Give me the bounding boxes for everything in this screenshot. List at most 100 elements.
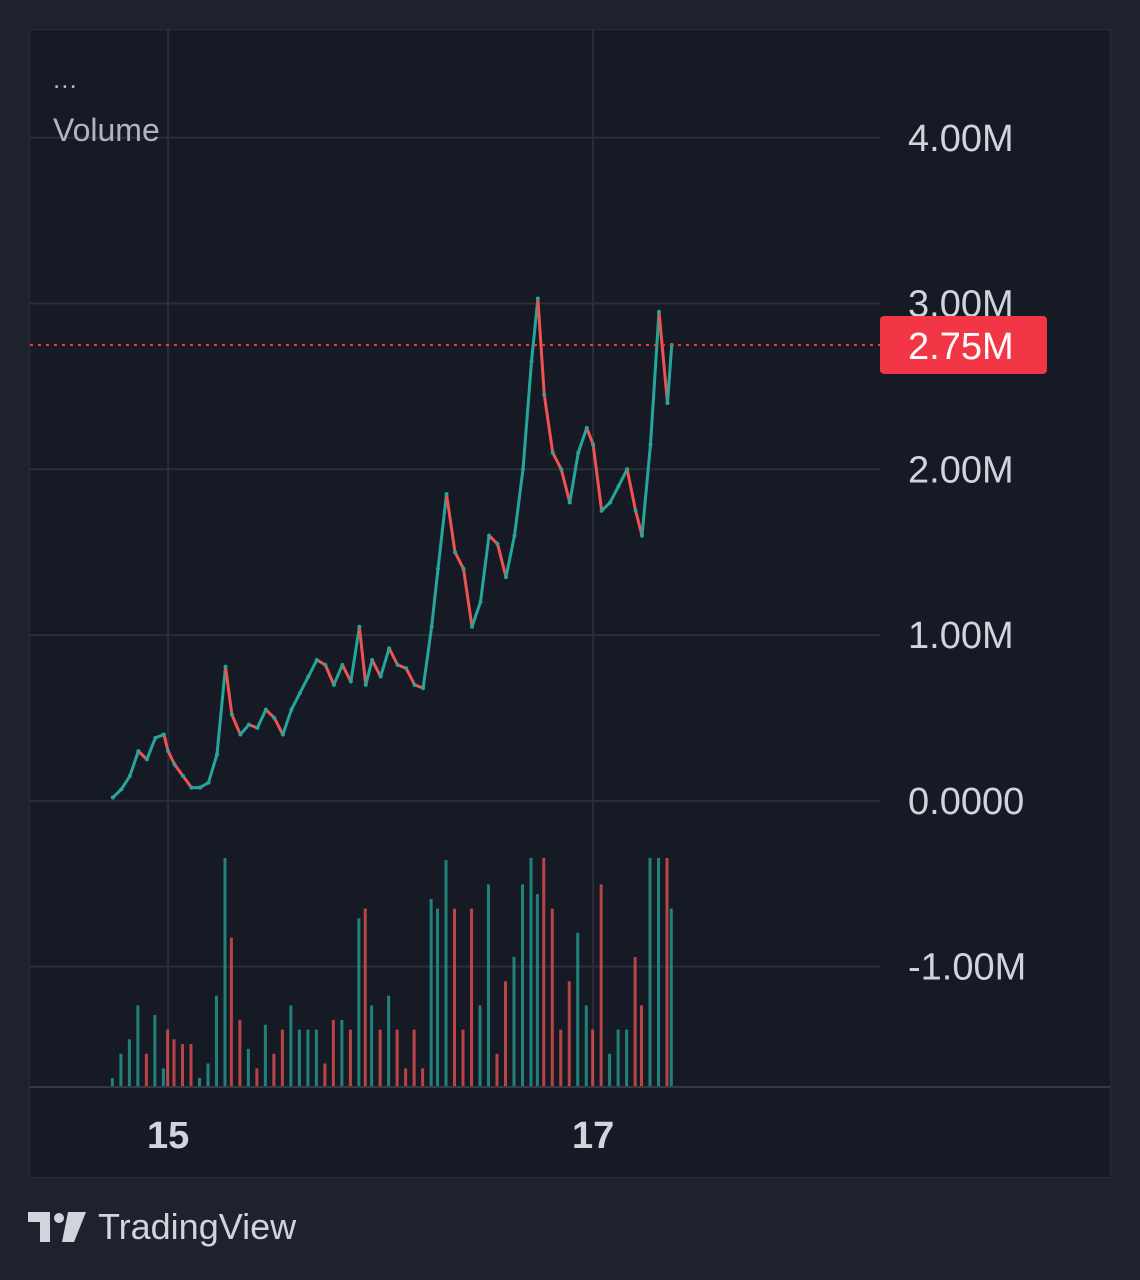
- data-point: [504, 575, 508, 580]
- series-segment: [496, 542, 508, 579]
- data-point: [272, 715, 277, 720]
- series-segment: [181, 774, 193, 790]
- series-segment: [591, 442, 604, 513]
- volume-bar: [665, 858, 669, 1086]
- data-point: [166, 749, 171, 754]
- volume-bar: [429, 898, 433, 1086]
- volume-bar: [504, 981, 507, 1086]
- series-segment: [521, 360, 533, 471]
- data-point: [289, 707, 294, 712]
- volume-bar: [669, 908, 673, 1086]
- series-segment: [145, 736, 157, 761]
- volume-bar: [453, 908, 456, 1086]
- volume-bar: [229, 937, 233, 1086]
- last-value-label: 2.75M: [908, 326, 1014, 368]
- volume-bar: [559, 1029, 563, 1086]
- series-segment: [649, 310, 661, 446]
- volume-bar: [470, 908, 473, 1086]
- volume-bar: [567, 981, 571, 1086]
- series-segment: [289, 691, 302, 712]
- volume-bar: [144, 1053, 148, 1086]
- data-point: [625, 467, 630, 472]
- data-point: [599, 508, 604, 513]
- series-segment: [536, 297, 546, 397]
- data-point: [181, 773, 185, 778]
- volume-bar: [436, 908, 439, 1086]
- volume-bar: [331, 1019, 335, 1086]
- data-point: [306, 674, 311, 679]
- series-segment: [625, 467, 638, 513]
- series-segment: [421, 625, 434, 690]
- brand-logo[interactable]: TradingView: [28, 1206, 296, 1248]
- data-point: [331, 682, 336, 687]
- volume-bar: [263, 1024, 267, 1086]
- volume-bar: [215, 995, 218, 1086]
- series-segment: [370, 658, 383, 679]
- pane-title: Volume: [53, 112, 160, 148]
- volume-bar: [297, 1029, 301, 1086]
- data-point: [487, 533, 491, 538]
- data-point: [314, 657, 319, 662]
- series-segment: [230, 713, 242, 737]
- volume-bar: [657, 858, 660, 1086]
- volume-bar: [584, 1005, 588, 1086]
- data-point: [608, 500, 613, 505]
- data-point: [591, 442, 596, 447]
- data-point: [412, 682, 417, 687]
- volume-bar: [340, 1019, 344, 1086]
- series-segment: [128, 749, 140, 778]
- volume-bar: [280, 1029, 284, 1086]
- volume-bar: [348, 1029, 352, 1086]
- volume-bar: [161, 1068, 165, 1086]
- series-segment: [255, 708, 268, 730]
- data-point: [246, 722, 251, 727]
- volume-bar: [223, 858, 227, 1086]
- data-point: [521, 467, 525, 472]
- y-tick-label: -1.00M: [908, 947, 1026, 989]
- series-segment: [585, 426, 595, 446]
- data-point: [387, 646, 392, 651]
- y-tick-label: 1.00M: [908, 615, 1014, 657]
- volume-bar: [395, 1029, 399, 1086]
- data-point: [238, 732, 243, 737]
- series-segment: [551, 451, 563, 471]
- volume-bar: [314, 1029, 318, 1086]
- volume-bar: [478, 1005, 482, 1086]
- data-point: [512, 533, 517, 538]
- y-tick-label: 2.00M: [908, 449, 1014, 491]
- data-point: [576, 450, 581, 455]
- volume-bar: [648, 858, 652, 1086]
- volume-bar: [608, 1053, 612, 1086]
- volume-bar: [370, 1005, 374, 1086]
- y-tick-label: 4.00M: [908, 118, 1014, 160]
- volume-bar: [542, 858, 546, 1086]
- more-dots-icon[interactable]: ...: [53, 64, 78, 94]
- data-point: [584, 425, 589, 430]
- volume-bar: [535, 894, 539, 1086]
- data-point: [559, 467, 564, 472]
- series-segment: [470, 600, 482, 629]
- series-segment: [666, 343, 674, 405]
- volume-bar: [153, 1015, 157, 1086]
- series-segment: [281, 708, 293, 737]
- series-segment: [306, 658, 319, 679]
- series-segment: [340, 663, 353, 684]
- volume-bar: [166, 1029, 170, 1086]
- volume-bar: [421, 1068, 425, 1086]
- data-point: [189, 785, 194, 790]
- volume-bar: [529, 858, 533, 1086]
- data-point: [357, 624, 362, 629]
- series-segment: [166, 749, 176, 766]
- series-segment: [364, 658, 374, 687]
- series-segment: [298, 675, 310, 695]
- series-segment: [513, 467, 525, 538]
- volume-bar: [640, 1005, 643, 1086]
- volume-bar: [181, 1044, 184, 1086]
- data-point: [340, 662, 345, 667]
- data-point: [370, 657, 375, 662]
- series-segment: [617, 467, 629, 488]
- volume-bar: [289, 1005, 293, 1086]
- data-point: [127, 773, 132, 778]
- series-segment: [323, 663, 336, 687]
